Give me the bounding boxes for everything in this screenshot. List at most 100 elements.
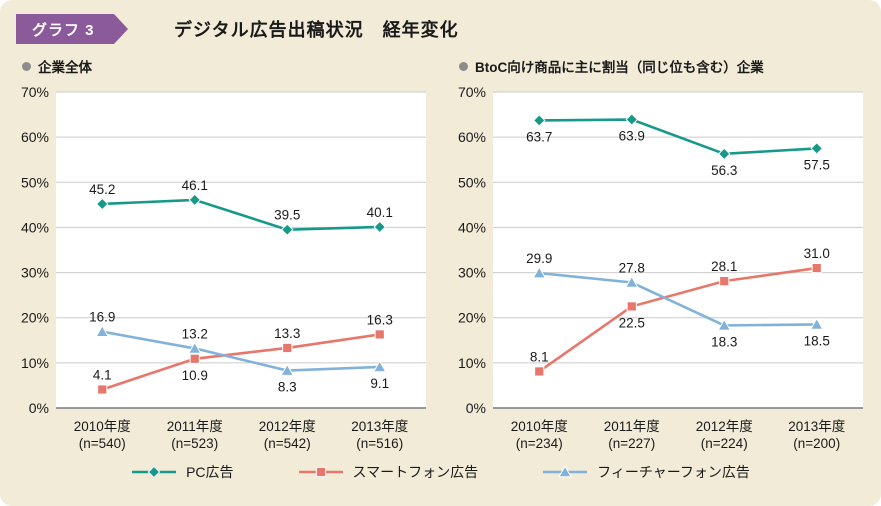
- grid-and-y-axis: 0% 10% 20% 30% 40% 50% 60% 70%: [21, 84, 426, 416]
- grid-and-y-axis: 0% 10% 20% 30% 40% 50% 60% 70%: [458, 84, 863, 416]
- svg-text:2013年度: 2013年度: [351, 419, 408, 434]
- diamond-marker: [188, 193, 202, 207]
- svg-text:50%: 50%: [458, 174, 486, 190]
- square-marker: [282, 342, 293, 354]
- svg-text:(n=523): (n=523): [171, 436, 218, 451]
- chart-subtitle-btoc-companies: BtoC向け商品に主に割当（同じ位も含む）企業: [459, 56, 871, 76]
- legend-label-pc: PC広告: [186, 464, 234, 480]
- plot-area: [493, 92, 863, 408]
- triangle-marker: [280, 363, 295, 376]
- svg-text:27.8: 27.8: [619, 261, 645, 276]
- chart-title-text: 企業全体: [38, 60, 92, 75]
- pc-series-marker-icon: [132, 465, 177, 479]
- svg-text:46.1: 46.1: [182, 178, 208, 193]
- page-title: デジタル広告出稿状況 経年変化: [174, 20, 459, 40]
- diamond-marker: [95, 197, 109, 211]
- square-marker: [189, 353, 200, 364]
- svg-text:(n=200): (n=200): [793, 436, 840, 451]
- legend-item-pc: PC広告: [131, 462, 234, 482]
- svg-text:63.7: 63.7: [526, 129, 552, 144]
- svg-text:2012年度: 2012年度: [696, 419, 753, 434]
- svg-text:22.5: 22.5: [619, 315, 645, 330]
- triangle-marker: [187, 341, 202, 354]
- chart-title-text: BtoC向け商品に主に割当（同じ位も含む）企業: [475, 60, 764, 75]
- plot-area: [56, 92, 426, 408]
- graph-number-badge: グラフ 3: [16, 14, 128, 44]
- svg-text:16.9: 16.9: [89, 310, 115, 325]
- bullet-icon: [22, 61, 31, 71]
- square-marker: [811, 262, 822, 274]
- diamond-marker: [810, 142, 824, 155]
- triangle-marker: [624, 275, 639, 288]
- x-axis-labels: 2010年度 (n=540) 2011年度 (n=523) 2012年度 (n=542) 2…: [74, 419, 409, 451]
- svg-text:13.3: 13.3: [274, 326, 300, 341]
- svg-text:10%: 10%: [458, 355, 486, 371]
- svg-text:18.3: 18.3: [711, 334, 737, 349]
- svg-text:9.1: 9.1: [370, 376, 389, 391]
- svg-text:40.1: 40.1: [367, 205, 393, 220]
- svg-text:63.9: 63.9: [619, 129, 645, 144]
- charts-row: 企業全体 0% 10% 20% 30% 40% 50% 60% 70% 2010年度 (n=540…: [10, 56, 871, 458]
- svg-text:40%: 40%: [21, 219, 49, 235]
- svg-text:(n=516): (n=516): [356, 436, 403, 451]
- square-marker: [719, 276, 730, 287]
- svg-text:45.2: 45.2: [89, 182, 115, 197]
- svg-text:8.1: 8.1: [530, 349, 549, 364]
- diamond-marker: [717, 147, 731, 161]
- triangle-marker: [95, 324, 110, 338]
- diamond-marker: [373, 220, 387, 234]
- line-chart-all-companies: 0% 10% 20% 30% 40% 50% 60% 70% 2010年度 (n=540) 2011…: [21, 84, 426, 451]
- legend-label-smartphone: スマートフォン広告: [352, 464, 479, 480]
- triangle-marker: [809, 317, 824, 330]
- square-marker: [626, 301, 637, 312]
- svg-text:2013年度: 2013年度: [788, 419, 845, 434]
- chart-panel-btoc-companies: BtoC向け商品に主に割当（同じ位も含む）企業 0% 10% 20% 30% 40% 50…: [447, 56, 871, 458]
- svg-text:(n=540): (n=540): [79, 436, 126, 451]
- svg-text:10%: 10%: [21, 355, 49, 371]
- x-axis-labels: 2010年度 (n=234) 2011年度 (n=227) 2012年度 (n=224) 2…: [511, 419, 846, 451]
- svg-text:40%: 40%: [458, 219, 486, 235]
- line-chart-btoc-companies: 0% 10% 20% 30% 40% 50% 60% 70% 2010年度 (n=234) 2011…: [458, 84, 863, 451]
- svg-text:2011年度: 2011年度: [167, 419, 223, 434]
- svg-text:10.9: 10.9: [182, 368, 208, 383]
- svg-text:18.5: 18.5: [804, 333, 830, 348]
- svg-text:57.5: 57.5: [804, 157, 830, 172]
- svg-text:(n=542): (n=542): [264, 436, 311, 451]
- square-marker: [374, 329, 385, 340]
- square-marker: [315, 466, 326, 478]
- svg-text:20%: 20%: [458, 310, 486, 326]
- diamond-marker: [280, 223, 294, 236]
- legend: PC広告 スマートフォン広告 フィーチャーフォン広告: [10, 462, 871, 482]
- chart-panel-all-companies: 企業全体 0% 10% 20% 30% 40% 50% 60% 70% 2010年度 (n=540…: [10, 56, 434, 458]
- svg-text:(n=234): (n=234): [516, 436, 563, 451]
- svg-text:0%: 0%: [466, 400, 486, 416]
- svg-text:16.3: 16.3: [367, 312, 393, 327]
- svg-text:60%: 60%: [458, 129, 486, 145]
- svg-text:28.1: 28.1: [711, 259, 737, 274]
- featurephone-series-marker-icon: [543, 465, 588, 478]
- svg-text:2010年度: 2010年度: [511, 419, 568, 434]
- series-square: 4.1 10.9 13.3 16.3: [93, 312, 393, 395]
- triangle-marker: [372, 360, 387, 373]
- diamond-marker: [625, 113, 639, 126]
- svg-text:70%: 70%: [458, 84, 486, 100]
- legend-item-featurephone: フィーチャーフォン広告: [542, 462, 750, 482]
- square-marker: [97, 384, 108, 395]
- svg-text:2010年度: 2010年度: [74, 419, 131, 434]
- svg-text:0%: 0%: [29, 400, 49, 416]
- triangle-marker: [558, 465, 572, 478]
- svg-text:4.1: 4.1: [93, 367, 112, 382]
- series-triangle: 16.9 13.2 8.3 9.1: [89, 310, 389, 395]
- svg-text:2012年度: 2012年度: [259, 419, 316, 434]
- svg-text:(n=224): (n=224): [701, 436, 748, 451]
- svg-text:30%: 30%: [21, 265, 49, 281]
- chart-subtitle-all-companies: 企業全体: [22, 56, 434, 76]
- bullet-icon: [459, 61, 468, 71]
- series-diamond: 63.7 63.9 56.3 57.5: [526, 113, 830, 178]
- svg-text:60%: 60%: [21, 129, 49, 145]
- triangle-marker: [717, 318, 732, 331]
- legend-label-featurephone: フィーチャーフォン広告: [597, 464, 750, 480]
- series-triangle: 29.9 27.8 18.3 18.5: [526, 251, 830, 349]
- svg-text:56.3: 56.3: [711, 163, 737, 178]
